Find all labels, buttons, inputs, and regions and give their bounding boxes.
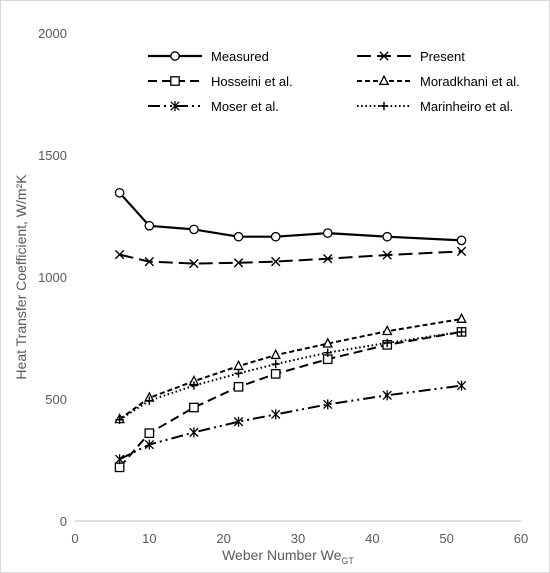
x-axis-title: Weber Number WeGT: [222, 547, 354, 566]
data-point-marker: [271, 409, 281, 420]
data-point-marker: [233, 231, 244, 242]
x-tick-label: 60: [514, 531, 528, 546]
data-point-marker: [144, 428, 155, 439]
legend-label: Marinheiro et al.: [420, 99, 513, 114]
y-tick-label: 500: [45, 392, 67, 407]
data-point-marker: [457, 327, 466, 337]
series-line: [119, 384, 462, 461]
series-marinheiro-et-al: [115, 327, 466, 424]
data-point-marker: [456, 312, 467, 323]
series-line: [119, 330, 462, 421]
data-point-marker: [323, 399, 333, 410]
data-point-marker: [383, 338, 392, 348]
data-point-marker: [270, 348, 281, 360]
data-point-marker: [379, 101, 389, 111]
data-point-marker: [114, 249, 125, 260]
data-point-marker: [233, 258, 244, 268]
data-point-marker: [233, 359, 244, 371]
data-point-marker: [115, 415, 124, 424]
data-point-marker: [233, 381, 244, 392]
data-point-marker: [378, 74, 390, 86]
x-tick-label: 30: [291, 531, 305, 546]
data-point-marker: [382, 250, 392, 260]
series-moser-et-al: [114, 380, 467, 465]
data-point-marker: [322, 337, 333, 348]
legend-item: Marinheiro et al.: [357, 99, 513, 114]
legend-item: Hosseini et al.: [148, 74, 293, 89]
data-point-marker: [114, 454, 125, 465]
data-point-marker: [170, 51, 180, 61]
data-point-marker: [114, 187, 125, 198]
data-point-marker: [379, 51, 389, 61]
data-point-marker: [323, 348, 332, 357]
x-tick-label: 0: [71, 531, 78, 546]
data-point-marker: [322, 228, 333, 238]
legend-item: Measured: [148, 49, 269, 64]
series-line: [119, 318, 462, 421]
legend-label: Hosseini et al.: [211, 74, 293, 89]
data-point-marker: [234, 369, 243, 378]
data-point-marker: [144, 220, 155, 231]
series-line: [119, 250, 462, 265]
data-point-marker: [144, 439, 154, 450]
data-point-marker: [189, 381, 199, 390]
series-measured: [114, 187, 467, 246]
data-point-marker: [114, 462, 125, 473]
y-tick-label: 1000: [38, 270, 67, 285]
y-tick-label: 0: [60, 514, 67, 529]
data-point-marker: [145, 396, 154, 405]
data-point-marker: [233, 416, 244, 427]
y-tick-label: 2000: [38, 26, 67, 41]
series-layer: [114, 187, 467, 473]
tick-labels: 0 10 20 30 40 50 60 0 500 1000 1500 2000: [38, 26, 528, 546]
legend-item: Moser et al.: [148, 99, 279, 114]
series-present: [114, 246, 467, 269]
data-point-marker: [382, 231, 393, 242]
legend-label: Moradkhani et al.: [420, 74, 520, 89]
data-point-marker: [381, 324, 393, 336]
data-point-marker: [189, 402, 199, 413]
legend-label: Present: [420, 49, 465, 64]
legend-label: Measured: [211, 49, 269, 64]
legend-item: Moradkhani et al.: [357, 74, 520, 89]
series-line: [118, 192, 462, 242]
data-point-marker: [170, 76, 180, 86]
data-point-marker: [382, 390, 392, 401]
series-moradkhani-et-al: [114, 312, 467, 424]
legend-label: Moser et al.: [211, 99, 279, 114]
data-point-marker: [189, 258, 199, 269]
data-point-marker: [144, 256, 155, 267]
data-point-marker: [271, 359, 280, 369]
legend: Measured Present Hosseini et al. Moradkhani…: [148, 49, 520, 114]
data-point-marker: [170, 101, 180, 111]
data-point-marker: [323, 254, 333, 264]
legend-item: Present: [357, 49, 465, 64]
x-tick-label: 20: [216, 531, 230, 546]
x-tick-label: 10: [142, 531, 156, 546]
series-hosseini-et-al: [114, 327, 467, 473]
y-axis-title: Heat Transfer Coefficient, W/m²K: [13, 174, 29, 380]
data-point-marker: [456, 246, 467, 257]
data-point-marker: [456, 380, 467, 391]
y-tick-label: 1500: [38, 148, 67, 163]
x-tick-label: 40: [365, 531, 379, 546]
data-point-marker: [189, 427, 199, 438]
data-point-marker: [189, 224, 199, 235]
data-point-marker: [456, 235, 467, 246]
data-point-marker: [270, 369, 281, 379]
data-point-marker: [271, 256, 281, 267]
data-point-marker: [270, 231, 281, 242]
x-tick-label: 50: [439, 531, 453, 546]
